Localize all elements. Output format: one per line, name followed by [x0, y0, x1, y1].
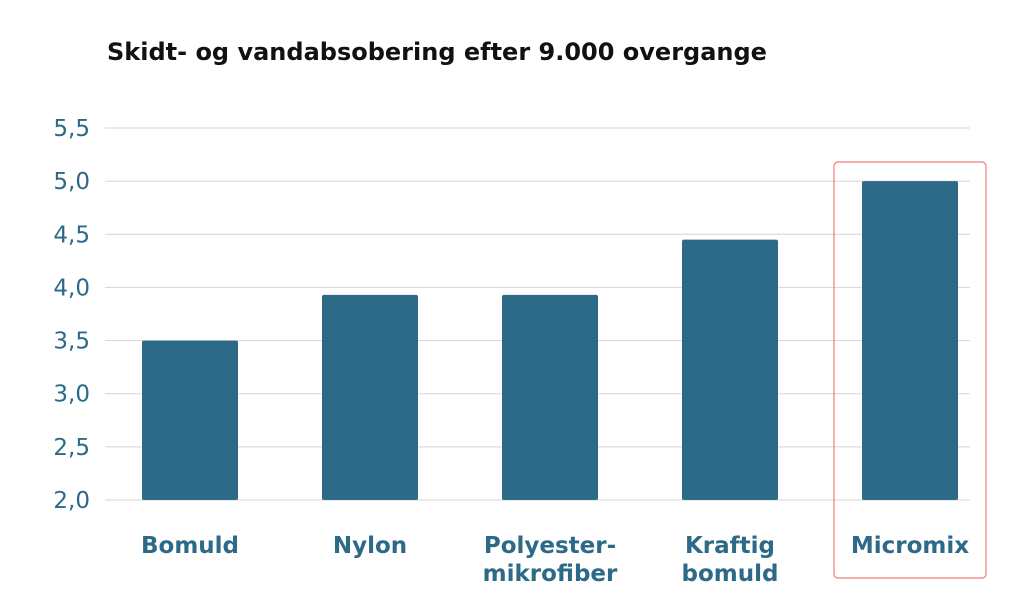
y-tick-label: 4,5 — [53, 222, 90, 248]
x-category-label-line: mikrofiber — [483, 561, 618, 587]
x-category-label-line: Polyester- — [484, 533, 616, 559]
x-category-label-line: Micromix — [851, 533, 969, 559]
x-category-label: Micromix — [851, 533, 969, 559]
x-category-label: Bomuld — [141, 533, 239, 559]
x-axis-category-labels: Bomuld Nylon Polyester-mikrofiber Kraftig bo… — [141, 533, 969, 587]
bar — [322, 294, 418, 500]
chart-title: Skidt- og vandabsobering efter 9.000 ove… — [107, 38, 767, 66]
x-category-label-line: bomuld — [682, 561, 779, 587]
y-tick-label: 3,0 — [53, 382, 90, 408]
y-tick-label: 5,5 — [53, 116, 90, 142]
x-category-label-line: Bomuld — [141, 533, 239, 559]
x-category-label: Nylon — [333, 533, 407, 559]
y-tick-label: 5,0 — [53, 169, 90, 195]
y-tick-label: 2,0 — [53, 488, 90, 514]
x-category-label-line: Nylon — [333, 533, 407, 559]
bars — [142, 181, 958, 500]
y-tick-label: 4,0 — [53, 275, 90, 301]
x-category-label: Polyester-mikrofiber — [483, 533, 618, 587]
y-tick-label: 2,5 — [53, 435, 90, 461]
bar — [862, 181, 958, 500]
bar — [502, 294, 598, 500]
bar — [142, 340, 238, 500]
highlight-box-micromix — [833, 161, 987, 579]
x-category-label: Kraftig bomuld — [682, 533, 779, 587]
x-category-label-line: Kraftig — [685, 533, 775, 559]
bar — [682, 239, 778, 500]
y-tick-label: 3,5 — [53, 329, 90, 355]
y-axis-tick-labels: 2,0 2,5 3,0 3,5 4,0 4,5 5,0 5,5 — [53, 116, 90, 514]
